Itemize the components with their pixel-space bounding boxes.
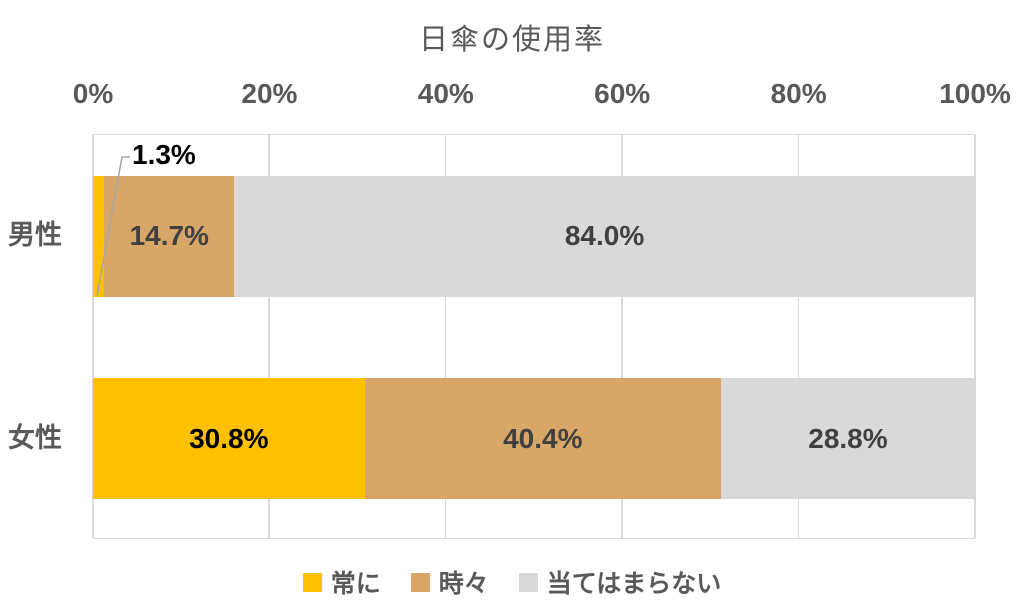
- x-axis-tick: 60%: [594, 78, 651, 109]
- gridline: [621, 135, 623, 538]
- legend-swatch-icon: [302, 572, 322, 592]
- bar-segment-male-series1: [93, 175, 105, 297]
- x-axis: 0% 20% 40% 60% 80% 100%: [0, 76, 1024, 116]
- x-axis-tick: 20%: [241, 78, 298, 109]
- legend-swatch-icon: [518, 572, 538, 592]
- bar-segment-male-series2: 14.7%: [104, 175, 235, 297]
- bar-segment-female-series1: 30.8%: [93, 378, 365, 500]
- gridline: [268, 135, 270, 538]
- legend-label: 時々: [438, 570, 489, 598]
- gridline: [444, 135, 447, 538]
- legend: 常に 時々 当てはまらない: [0, 564, 1024, 600]
- x-axis-tick: 100%: [939, 78, 1011, 109]
- legend-label: 当てはまらない: [546, 570, 722, 598]
- plot-area: 14.7% 84.0% 30.8% 40.4% 28.8%: [92, 134, 976, 539]
- category-label-female: 女性: [8, 422, 62, 453]
- legend-swatch-icon: [410, 572, 430, 592]
- data-label: 40.4%: [503, 422, 583, 454]
- data-label-callout: 1.3%: [132, 139, 196, 170]
- legend-item-1: 常に: [302, 564, 381, 600]
- data-label: 14.7%: [129, 220, 209, 252]
- stacked-bar-male: 14.7% 84.0%: [93, 175, 975, 297]
- bar-segment-male-series3: 84.0%: [234, 175, 975, 297]
- gridline: [92, 135, 94, 538]
- legend-item-3: 当てはまらない: [518, 564, 722, 600]
- legend-label: 常に: [330, 570, 381, 598]
- bar-segment-female-series3: 28.8%: [720, 378, 975, 500]
- chart-title: 日傘の使用率: [418, 24, 605, 56]
- legend-item-2: 時々: [410, 564, 489, 600]
- data-label: 28.8%: [808, 422, 888, 454]
- x-axis-tick: 80%: [770, 78, 827, 109]
- gridline: [974, 135, 976, 538]
- stacked-bar-female: 30.8% 40.4% 28.8%: [93, 378, 975, 500]
- data-label: 84.0%: [564, 220, 645, 252]
- data-label: 30.8%: [189, 422, 269, 454]
- x-axis-tick: 40%: [417, 78, 474, 109]
- gridline: [797, 135, 800, 538]
- category-label-male: 男性: [8, 220, 62, 251]
- x-axis-tick: 0%: [72, 78, 114, 109]
- bar-segment-female-series2: 40.4%: [364, 378, 721, 500]
